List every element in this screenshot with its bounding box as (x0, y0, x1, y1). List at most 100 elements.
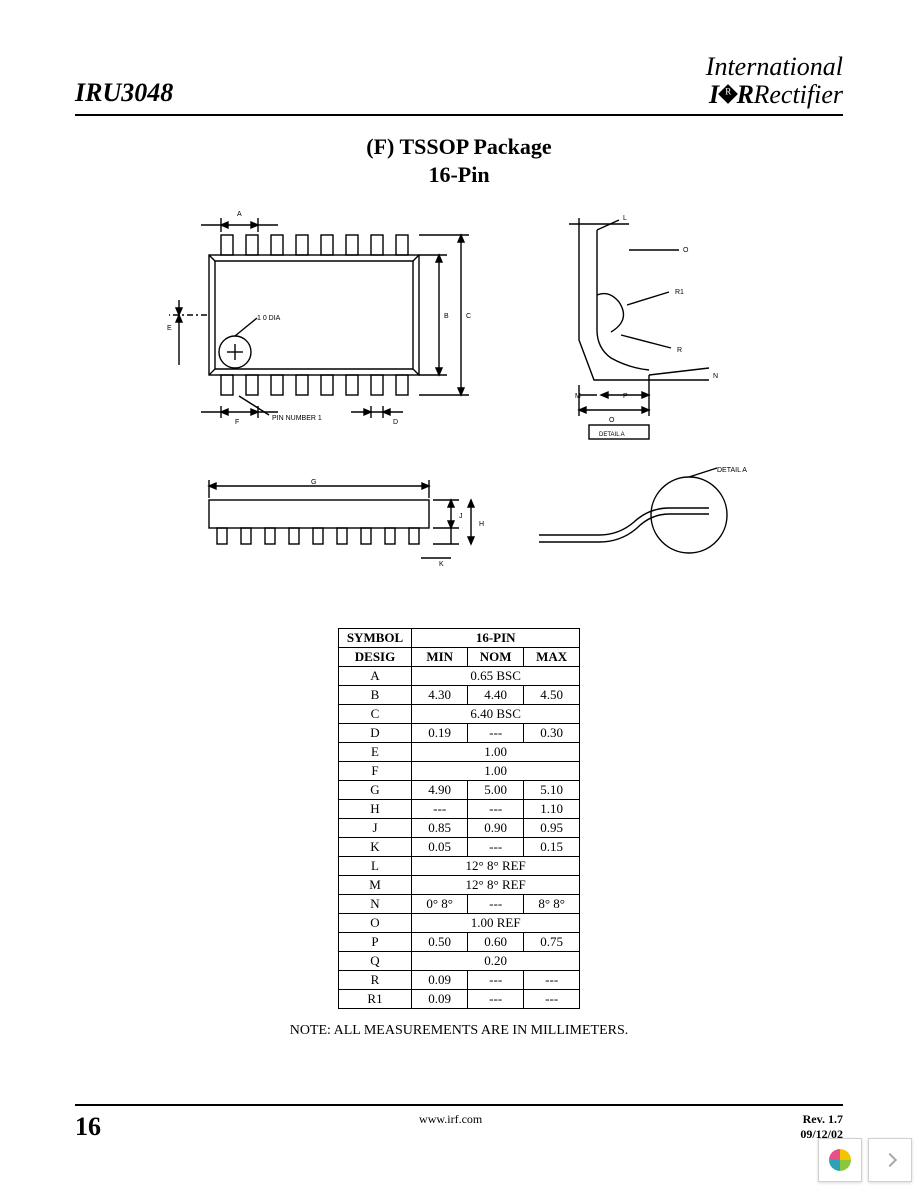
col-symbol-1: SYMBOL (338, 629, 411, 648)
col-symbol-2: DESIG (338, 648, 411, 667)
cell-span: 12° 8° REF (412, 876, 580, 895)
dim-label-dia: 1 0 DIA (257, 315, 281, 322)
package-subtitle: 16-Pin (75, 162, 843, 188)
cell-symbol: R (338, 971, 411, 990)
dim-label-e: E (167, 325, 172, 332)
footer-rule (75, 1104, 843, 1106)
table-header-row-2: DESIG MIN NOM MAX (338, 648, 579, 667)
dim-label-m: M (575, 393, 581, 400)
cell-symbol: C (338, 705, 411, 724)
dim-label-p: P (623, 393, 628, 400)
table-row: O1.00 REF (338, 914, 579, 933)
cell-symbol: P (338, 933, 411, 952)
cell-symbol: F (338, 762, 411, 781)
dim-label-a: A (237, 211, 242, 218)
dim-label-k: K (439, 561, 444, 568)
cell-nom: 4.40 (468, 686, 524, 705)
cell-max: 8° 8° (524, 895, 580, 914)
brand-line2: IRRectifier (706, 81, 843, 108)
table-row: M12° 8° REF (338, 876, 579, 895)
table-header-row-1: SYMBOL 16-PIN (338, 629, 579, 648)
cell-max: 0.30 (524, 724, 580, 743)
page-header: IRU3048 International IRRectifier (75, 50, 843, 108)
cell-nom: 0.90 (468, 819, 524, 838)
page-number: 16 (75, 1112, 101, 1142)
cell-nom: 0.60 (468, 933, 524, 952)
cell-max: --- (524, 971, 580, 990)
dim-label-d: D (393, 419, 398, 426)
cell-max: 0.95 (524, 819, 580, 838)
dimension-table: SYMBOL 16-PIN DESIG MIN NOM MAX A0.65 BS… (338, 628, 580, 1009)
table-row: G4.905.005.10 (338, 781, 579, 800)
brand-r: R (737, 80, 754, 109)
package-diagram: A B C D E F 1 0 DIA PIN NUMBER 1 L O R1 … (139, 200, 779, 600)
cell-span: 1.00 REF (412, 914, 580, 933)
table-row: R10.09------ (338, 990, 579, 1009)
cell-symbol: O (338, 914, 411, 933)
cell-nom: --- (468, 895, 524, 914)
dim-label-h: H (479, 521, 484, 528)
table-row: P0.500.600.75 (338, 933, 579, 952)
cell-symbol: H (338, 800, 411, 819)
cell-symbol: N (338, 895, 411, 914)
package-title: (F) TSSOP Package (75, 134, 843, 160)
dim-label-j: J (459, 513, 463, 520)
brand-i: I (709, 80, 719, 109)
dim-label-l: L (623, 215, 627, 222)
table-row: R0.09------ (338, 971, 579, 990)
viewer-next-button[interactable] (868, 1138, 912, 1182)
chevron-right-icon (883, 1153, 897, 1167)
cell-symbol: A (338, 667, 411, 686)
dim-label-r1: R1 (675, 289, 684, 296)
cell-symbol: R1 (338, 990, 411, 1009)
page-footer: 16 www.irf.com Rev. 1.7 09/12/02 (75, 1104, 843, 1142)
col-nom: NOM (468, 648, 524, 667)
table-row: A0.65 BSC (338, 667, 579, 686)
col-group-16pin: 16-PIN (412, 629, 580, 648)
cell-max: --- (524, 990, 580, 1009)
cell-min: 0.19 (412, 724, 468, 743)
cell-span: 12° 8° REF (412, 857, 580, 876)
footer-url: www.irf.com (419, 1112, 482, 1127)
cell-min: 0° 8° (412, 895, 468, 914)
cell-span: 0.20 (412, 952, 580, 971)
dim-label-b: B (444, 313, 449, 320)
cell-span: 6.40 BSC (412, 705, 580, 724)
brand-diamond-icon (718, 84, 738, 104)
cell-symbol: J (338, 819, 411, 838)
cell-span: 1.00 (412, 743, 580, 762)
dim-label-g: G (311, 479, 316, 486)
pin-number-1-label: PIN NUMBER 1 (272, 415, 322, 422)
cell-min: 0.09 (412, 971, 468, 990)
table-row: K0.05---0.15 (338, 838, 579, 857)
cell-symbol: B (338, 686, 411, 705)
cell-nom: --- (468, 838, 524, 857)
cell-symbol: M (338, 876, 411, 895)
dim-label-r: R (677, 347, 682, 354)
part-number: IRU3048 (75, 78, 173, 108)
cell-max: 0.15 (524, 838, 580, 857)
cell-symbol: K (338, 838, 411, 857)
brand-logo: International IRRectifier (706, 53, 843, 108)
footer-rev: Rev. 1.7 (800, 1112, 843, 1127)
cell-min: 4.90 (412, 781, 468, 800)
cell-nom: 5.00 (468, 781, 524, 800)
cell-nom: --- (468, 800, 524, 819)
pinwheel-icon (827, 1147, 853, 1173)
table-row: C6.40 BSC (338, 705, 579, 724)
viewer-logo-button[interactable] (818, 1138, 862, 1182)
col-min: MIN (412, 648, 468, 667)
table-row: N0° 8°---8° 8° (338, 895, 579, 914)
dim-label-c: C (466, 313, 471, 320)
brand-rectifier: Rectifier (753, 80, 843, 109)
cell-max: 4.50 (524, 686, 580, 705)
cell-nom: --- (468, 971, 524, 990)
cell-symbol: E (338, 743, 411, 762)
cell-span: 1.00 (412, 762, 580, 781)
dim-label-o: O (609, 417, 615, 424)
brand-line1: International (706, 53, 843, 80)
cell-min: 0.85 (412, 819, 468, 838)
table-row: F1.00 (338, 762, 579, 781)
measurements-note: NOTE: ALL MEASUREMENTS ARE IN MILLIMETER… (75, 1023, 843, 1039)
header-rule (75, 114, 843, 116)
